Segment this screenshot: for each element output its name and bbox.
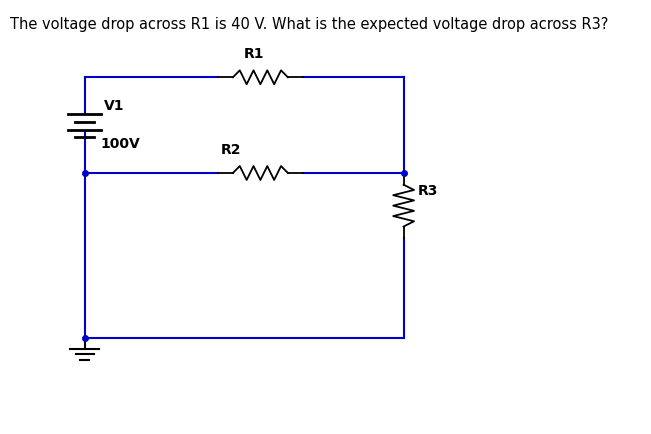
Text: 100V: 100V xyxy=(101,137,141,151)
Text: R3: R3 xyxy=(418,184,438,198)
Text: V1: V1 xyxy=(104,99,124,113)
Text: The voltage drop across R1 is 40 V. What is the expected voltage drop across R3?: The voltage drop across R1 is 40 V. What… xyxy=(10,17,608,32)
Text: R1: R1 xyxy=(243,47,264,61)
Text: R2: R2 xyxy=(221,142,242,156)
